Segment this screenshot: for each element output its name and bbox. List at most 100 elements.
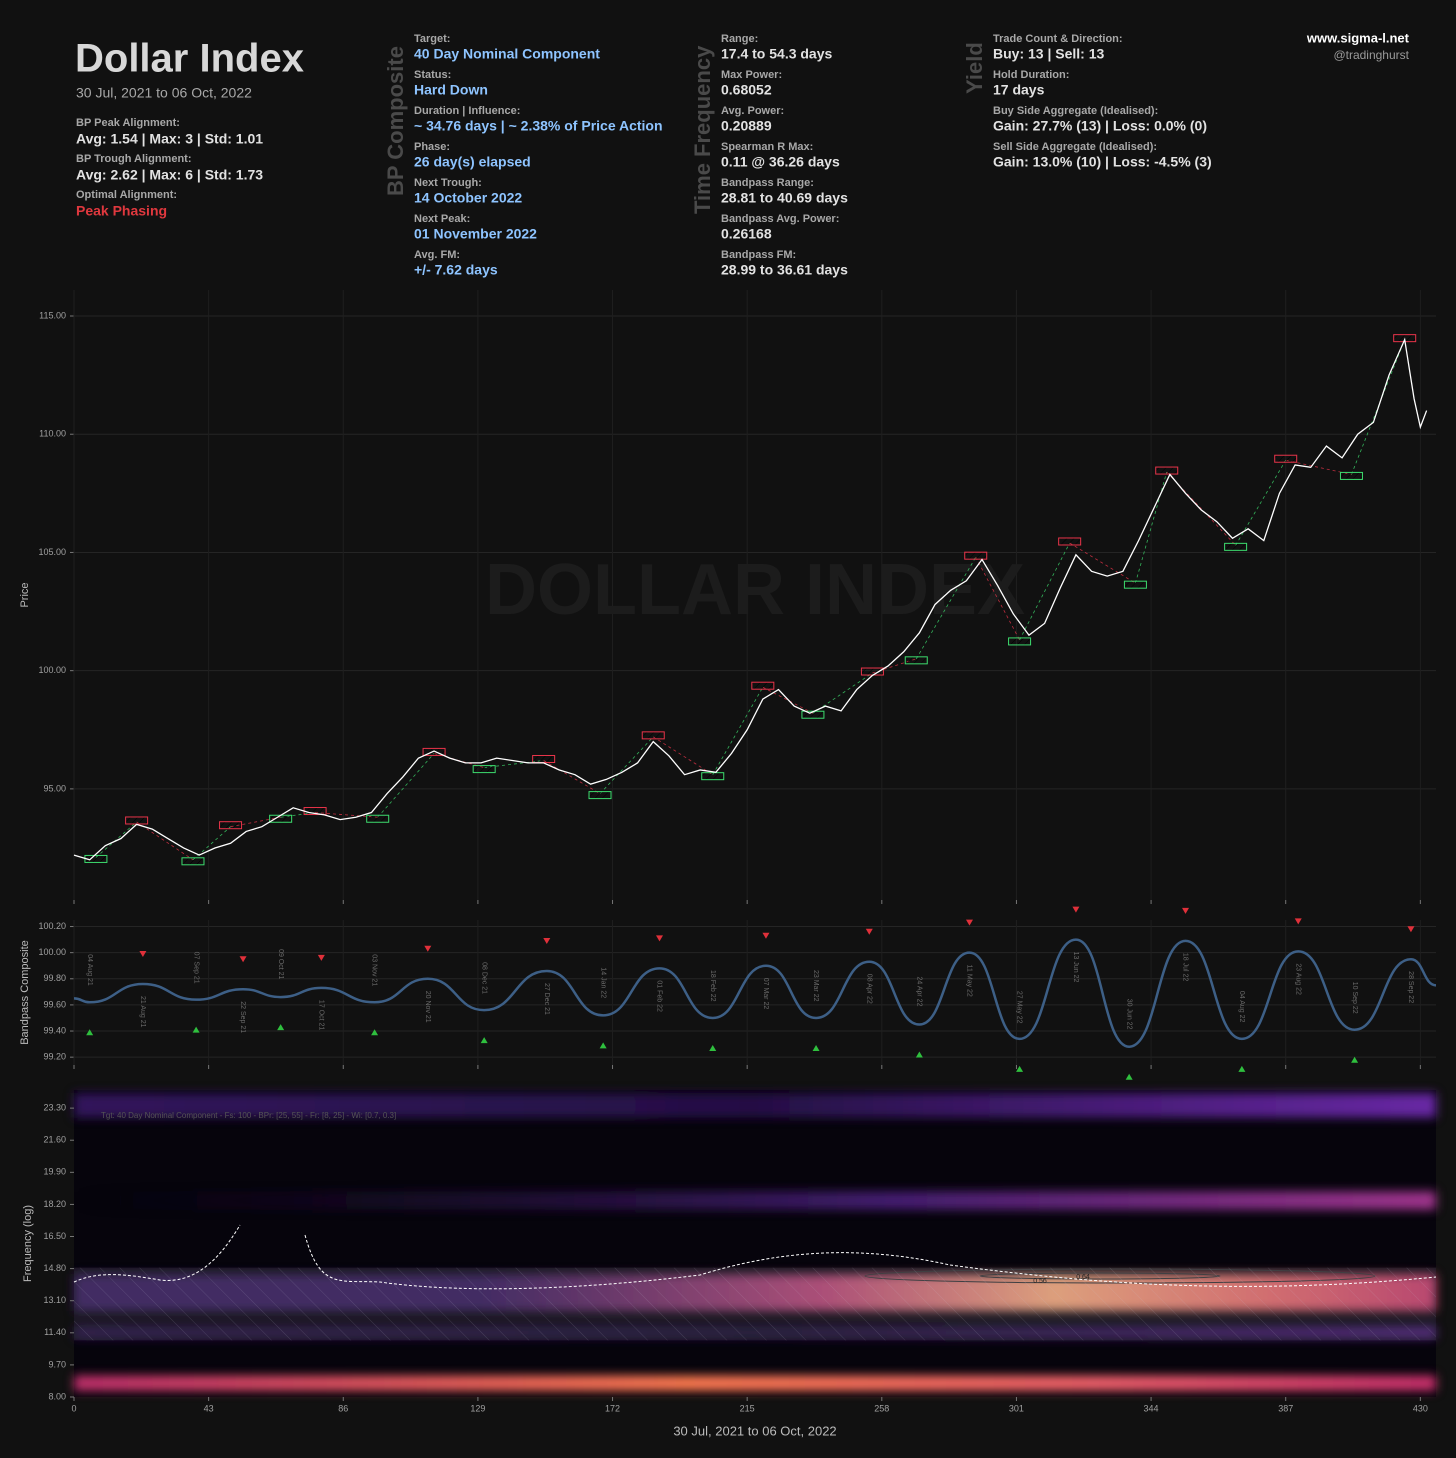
section-value: 01 November 2022 bbox=[414, 226, 537, 242]
peak-box bbox=[860, 667, 884, 676]
x-tick-label: 430 bbox=[1413, 1403, 1428, 1413]
section-label: Bandpass FM: bbox=[721, 249, 796, 261]
section-value: 0.68052 bbox=[721, 82, 772, 98]
trough-marker bbox=[915, 1051, 923, 1058]
handle: @tradinghurst bbox=[1333, 48, 1409, 62]
peak-box bbox=[964, 551, 988, 560]
y-tick-label: 99.40 bbox=[43, 1025, 66, 1035]
peak-marker bbox=[1182, 907, 1190, 914]
y-tick-label: 19.90 bbox=[43, 1167, 66, 1177]
section-value: 26 day(s) elapsed bbox=[414, 154, 531, 170]
stat-value: Avg: 2.62 | Max: 6 | Std: 1.73 bbox=[76, 167, 263, 183]
section-label: Buy Side Aggregate (Idealised): bbox=[993, 105, 1158, 117]
section-value: Gain: 13.0% (10) | Loss: -4.5% (3) bbox=[993, 154, 1212, 170]
point-label: 27 Dec 21 bbox=[543, 983, 550, 1015]
trough-marker bbox=[599, 1042, 607, 1049]
trough-box bbox=[472, 765, 496, 774]
point-label: 22 Sep 21 bbox=[239, 1001, 246, 1033]
trough-marker bbox=[371, 1029, 379, 1036]
trough-marker bbox=[480, 1037, 488, 1044]
section-value: 17.4 to 54.3 days bbox=[721, 46, 833, 62]
x-tick-label: 344 bbox=[1144, 1403, 1159, 1413]
trough-marker bbox=[1238, 1065, 1246, 1072]
stat-label: BP Peak Alignment: bbox=[76, 117, 180, 129]
contour-label: 0.56 bbox=[1033, 1278, 1047, 1285]
section-label: Status: bbox=[414, 69, 451, 81]
peak-marker bbox=[1072, 906, 1080, 913]
y-tick-label: 115.00 bbox=[39, 310, 66, 320]
section-label: Trade Count & Direction: bbox=[993, 33, 1123, 45]
y-tick-label: 18.20 bbox=[43, 1199, 66, 1209]
peak-box bbox=[219, 821, 243, 830]
highlight-band bbox=[74, 1267, 1436, 1341]
point-label: 09 Oct 21 bbox=[277, 949, 284, 979]
bandpass-line bbox=[73, 938, 1437, 1048]
y-axis-label: Bandpass Composite bbox=[19, 940, 31, 1045]
heat-band bbox=[74, 1191, 1436, 1210]
trough-marker bbox=[812, 1044, 820, 1051]
y-tick-label: 95.00 bbox=[43, 783, 66, 793]
connector bbox=[915, 556, 977, 660]
peak-marker bbox=[965, 919, 973, 926]
peak-marker bbox=[424, 945, 432, 952]
peak-box bbox=[641, 731, 665, 740]
trough-box bbox=[181, 857, 205, 866]
section-label: Range: bbox=[721, 33, 758, 45]
peak-marker bbox=[239, 956, 247, 963]
peak-marker bbox=[656, 935, 664, 942]
site: www.sigma-l.net bbox=[1306, 30, 1410, 45]
point-label: 21 Aug 21 bbox=[139, 996, 146, 1028]
y-tick-label: 13.10 bbox=[43, 1295, 66, 1305]
y-tick-label: 23.30 bbox=[43, 1103, 66, 1113]
x-axis-label: 30 Jul, 2021 to 06 Oct, 2022 bbox=[673, 1423, 836, 1438]
section-label: Phase: bbox=[414, 141, 450, 153]
y-tick-label: 110.00 bbox=[39, 429, 66, 439]
point-label: 28 Sep 22 bbox=[1407, 971, 1414, 1003]
trough-marker bbox=[86, 1029, 94, 1036]
y-tick-label: 9.70 bbox=[48, 1359, 66, 1369]
connector bbox=[712, 687, 764, 775]
heatmap-bg bbox=[74, 1090, 1436, 1397]
trough-box bbox=[1123, 580, 1147, 589]
section-label: Next Peak: bbox=[414, 213, 470, 225]
point-label: 18 Jul 22 bbox=[1182, 953, 1189, 982]
connector bbox=[543, 760, 601, 794]
y-tick-label: 11.40 bbox=[44, 1327, 66, 1337]
section-label: Target: bbox=[414, 33, 450, 45]
y-tick-label: 100.20 bbox=[38, 921, 66, 931]
x-tick-label: 258 bbox=[874, 1403, 889, 1413]
connector bbox=[1069, 542, 1136, 584]
point-label: 08 Dec 21 bbox=[480, 962, 487, 994]
watermark: DOLLAR INDEX bbox=[485, 550, 1025, 630]
connector bbox=[192, 826, 231, 861]
x-tick-label: 215 bbox=[740, 1403, 755, 1413]
trough-marker bbox=[709, 1044, 717, 1051]
trough-box bbox=[269, 814, 293, 823]
connector bbox=[599, 736, 654, 794]
section-heading: Time Frequency bbox=[690, 45, 715, 214]
trough-marker bbox=[277, 1024, 285, 1031]
connector bbox=[975, 556, 1020, 641]
section-value: 17 days bbox=[993, 82, 1045, 98]
connector bbox=[1019, 542, 1071, 641]
x-tick-label: 86 bbox=[338, 1403, 348, 1413]
annotation: Tgt: 40 Day Nominal Component - Fs: 100 … bbox=[101, 1111, 396, 1120]
point-label: 18 Feb 22 bbox=[709, 970, 716, 1002]
y-axis-label: Price bbox=[19, 582, 31, 607]
section-label: Spearman R Max: bbox=[721, 141, 813, 153]
trough-marker bbox=[1125, 1073, 1133, 1080]
section-label: Bandpass Range: bbox=[721, 177, 814, 189]
y-tick-label: 16.50 bbox=[43, 1231, 66, 1241]
trough-box bbox=[904, 656, 928, 665]
peak-box bbox=[1058, 537, 1082, 546]
section-value: 14 October 2022 bbox=[414, 190, 522, 206]
x-tick-label: 301 bbox=[1009, 1403, 1024, 1413]
trough-marker bbox=[192, 1026, 200, 1033]
point-label: 01 Feb 22 bbox=[656, 980, 663, 1012]
heat-band bbox=[74, 1093, 1436, 1118]
stat-value: Peak Phasing bbox=[76, 203, 167, 219]
ridge-line bbox=[73, 1224, 1437, 1290]
point-label: 23 Mar 22 bbox=[812, 970, 819, 1002]
connector bbox=[136, 821, 194, 861]
